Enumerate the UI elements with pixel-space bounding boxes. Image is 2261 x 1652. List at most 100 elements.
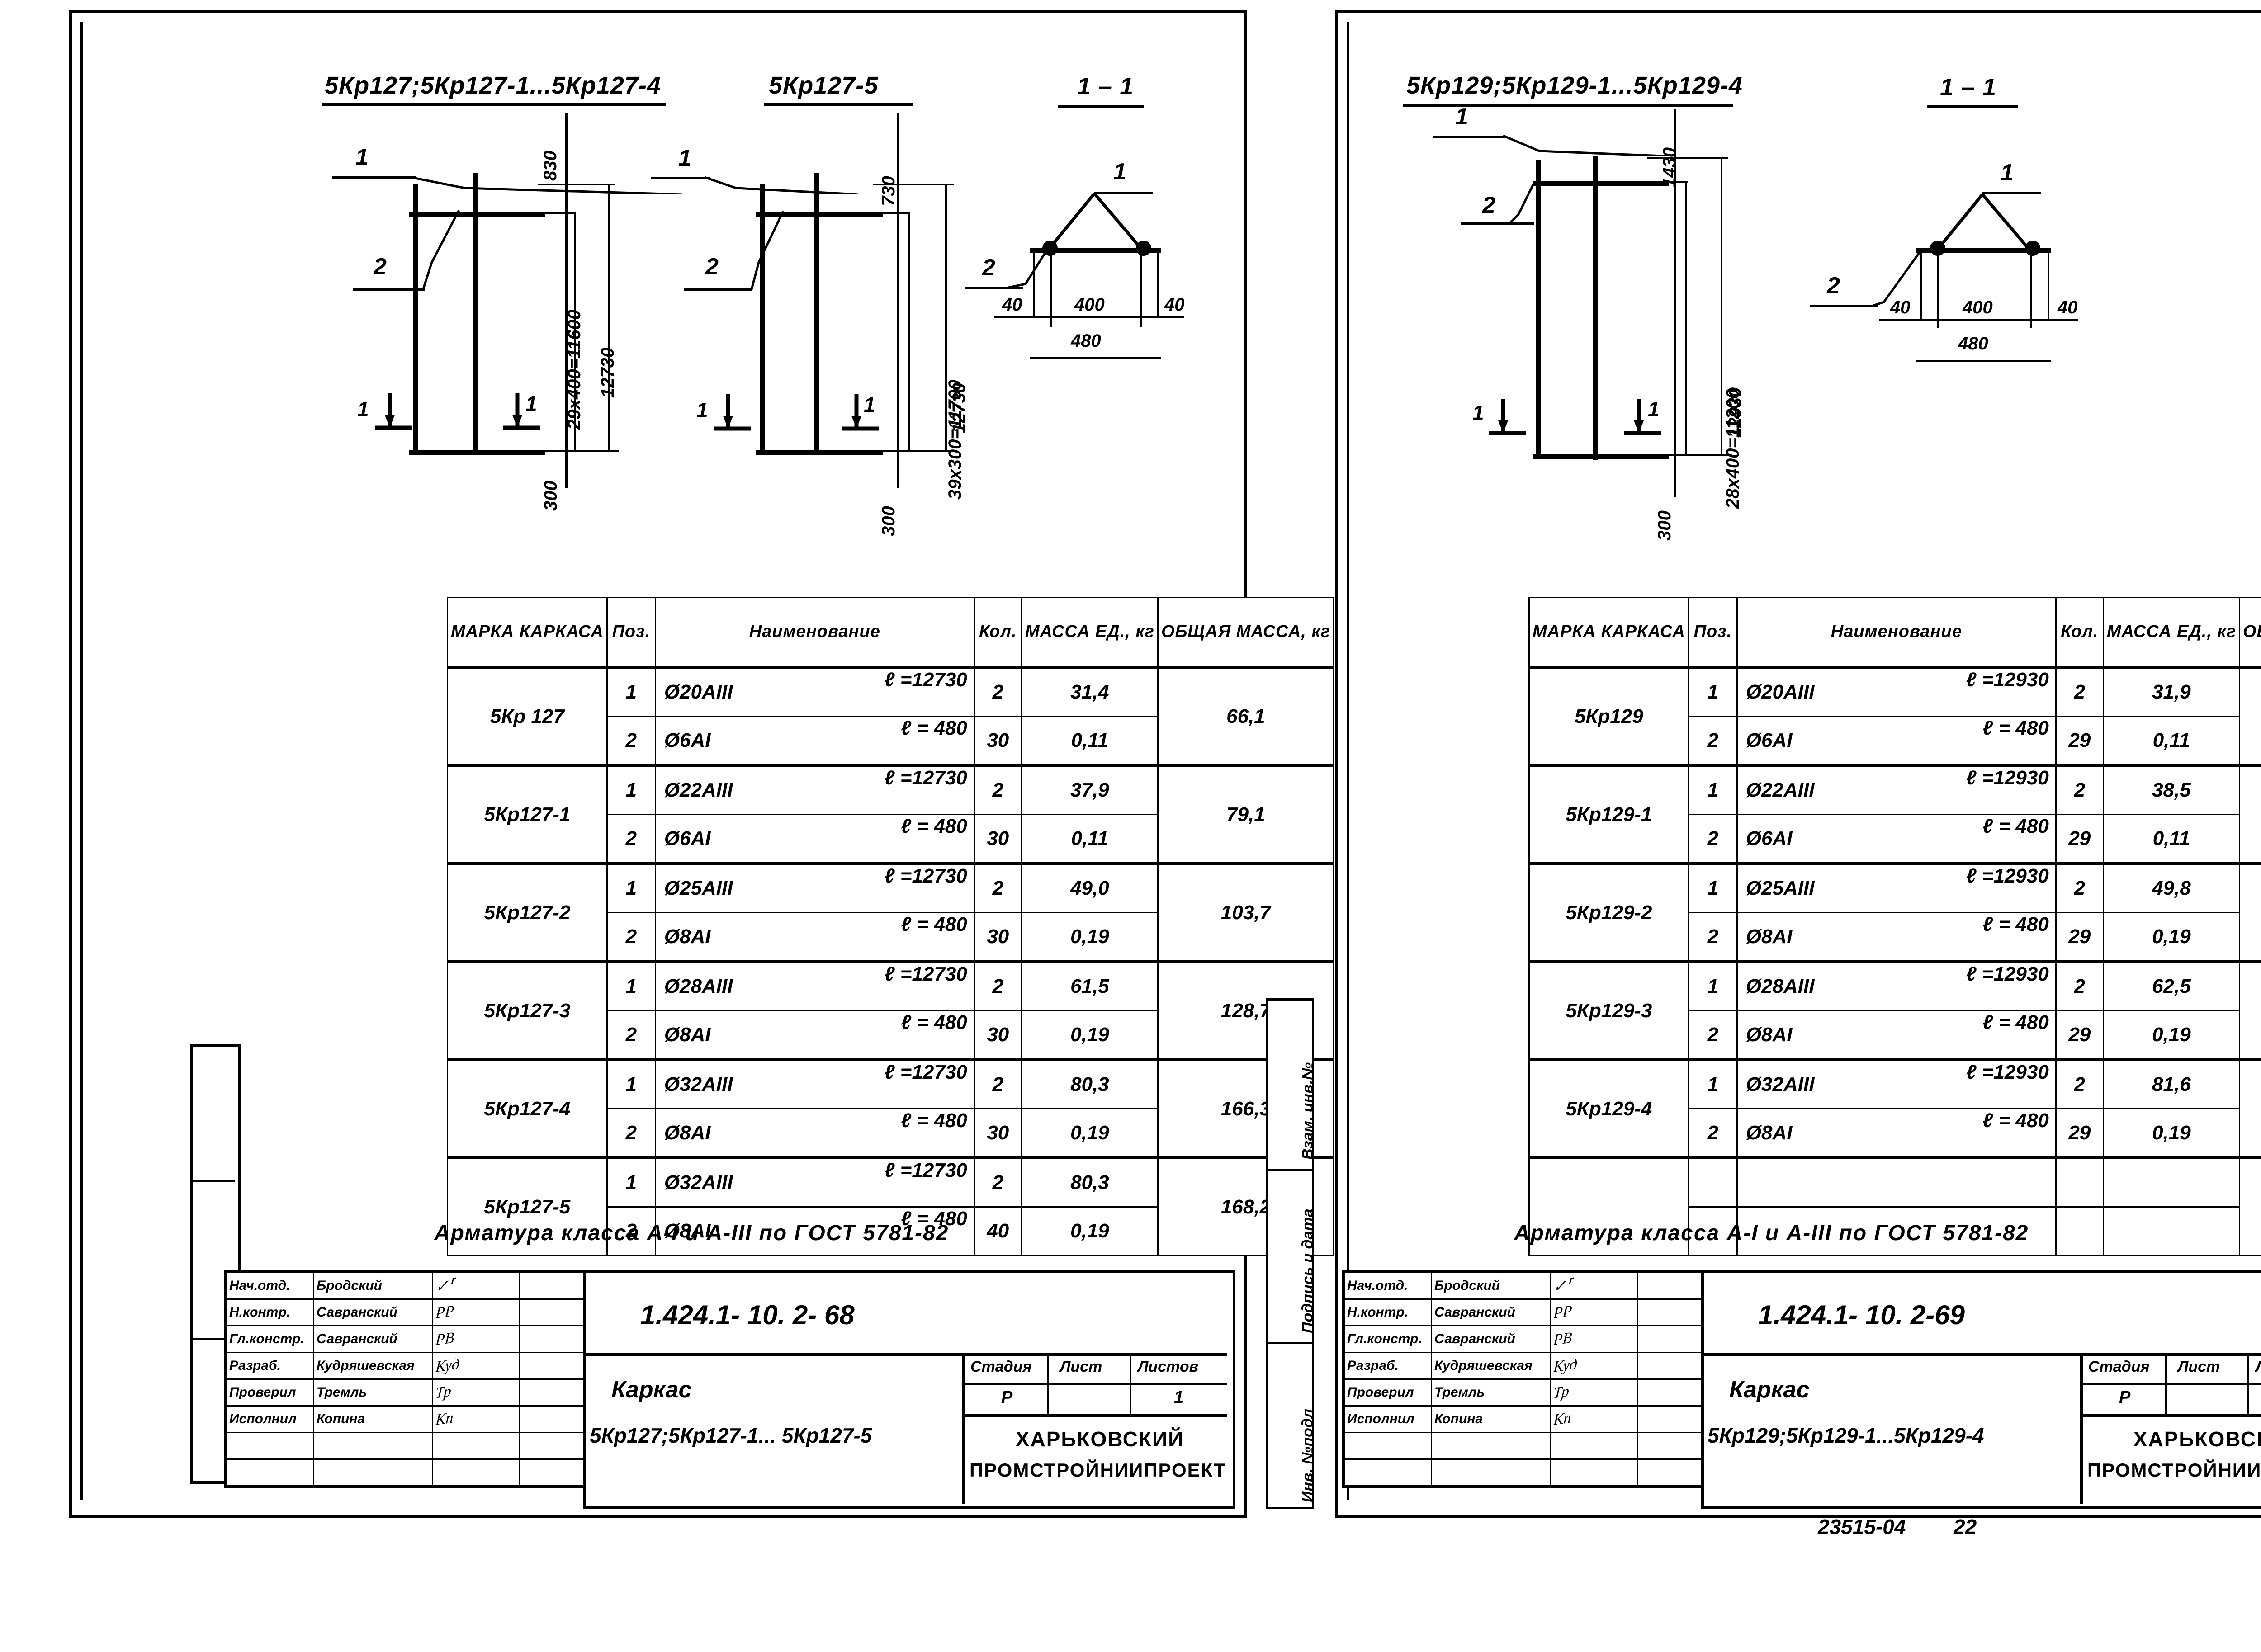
left-rebar-class-note: Арматура класса А-I и А-III по ГОСТ 5781… — [434, 1221, 949, 1245]
right-spec-mark: 5Кр129 — [1528, 666, 1689, 766]
view-title-left-1: 5Кр127;5Кр127-1...5Кр127-4 — [325, 72, 661, 99]
right-spec-mass: 31,9 — [2102, 666, 2240, 717]
left-spec-name-text: Ø25АIII — [664, 877, 733, 899]
section-right-side-l — [1920, 249, 1922, 319]
right-stage-hdr-list: Лист — [2178, 1358, 2220, 1375]
section-view-title-right: 1 – 1 — [1940, 74, 1997, 101]
left-title-marks: 5Кр127;5Кр127-1... 5Кр127-5 — [590, 1424, 872, 1447]
rebar-left2-bar-a — [760, 184, 765, 455]
left-spec-length: ℓ = 480 — [901, 1011, 967, 1034]
left-org-sep — [965, 1414, 1227, 1417]
right-spec-total: 105,1 — [2238, 862, 2261, 963]
right-spec-total: 67,0 — [2238, 666, 2261, 766]
dim-line-left2-spacing — [908, 212, 910, 451]
leader-right-pos1-diag — [1503, 134, 1675, 159]
left-spec-name: Ø25АIII ℓ =12730 — [654, 862, 975, 913]
right-tb-name: Копина — [1431, 1405, 1551, 1433]
left-tb-signature: ✓⸢ — [432, 1271, 520, 1300]
right-tb-signature: Куд — [1550, 1352, 1638, 1380]
leader-section-left-pos1-h — [1094, 192, 1153, 194]
leader-left1-pos1-diag — [410, 176, 682, 196]
right-tb-empty-cell — [1431, 1432, 1551, 1460]
right-spec-name-text: Ø20АIII — [1745, 681, 1815, 703]
right-tb-role: Гл.констр. — [1343, 1325, 1432, 1353]
left-title-block: Нач.отд. Бродский ✓⸢ Н.контр. Савранский РР Гл… — [224, 1270, 600, 1488]
dim-section-right-400: 400 — [1963, 297, 1993, 317]
dim-left1-spacing: 29x400=11600 — [564, 309, 584, 430]
dim-right-total: 12930 — [1725, 387, 1745, 438]
left-spec-name-text: Ø32АIII — [664, 1171, 733, 1194]
left-tb-name: Савранский — [313, 1298, 433, 1326]
left-margin-stamp-box — [190, 1044, 241, 1484]
left-tb-empty-cell — [313, 1458, 433, 1487]
left-tb-signature: Куд — [432, 1352, 520, 1380]
left-margin-stamp-div2 — [190, 1338, 235, 1340]
right-spec-mass: 0,19 — [2102, 1010, 2240, 1061]
left-spec-mass: 0,19 — [1021, 1206, 1159, 1256]
pos-label-section-left-2: 2 — [982, 255, 995, 281]
right-spec-qty: 2 — [2055, 960, 2104, 1011]
rebar-left2-bar-b — [814, 173, 819, 455]
left-spec-name-text: Ø6АI — [664, 827, 711, 850]
left-spec-name-text: Ø32АIII — [664, 1073, 733, 1095]
dim-section-left-400: 400 — [1074, 295, 1105, 315]
leader-left2-pos1-diag — [704, 176, 859, 197]
title-block-empty-row — [1343, 1458, 1717, 1487]
left-spec-name-text: Ø22АIII — [664, 779, 733, 801]
table-row: 5Кр127-4 1 Ø32АIII ℓ =12730 2 80,3 166,3 — [447, 1058, 1334, 1159]
left-spec-qty: 2 — [973, 1156, 1022, 1208]
leader-section-left-pos2-h — [965, 287, 1023, 289]
left-stage-vline-2 — [1130, 1355, 1131, 1414]
left-spec-mass: 0,11 — [1021, 814, 1159, 864]
left-spec-name: Ø32АIII ℓ =12730 — [654, 1058, 975, 1109]
right-spec-mark — [1528, 1156, 1689, 1256]
left-spec-mass: 80,3 — [1021, 1156, 1159, 1208]
section-right-bar-r — [2030, 248, 2032, 328]
left-spec-pos: 1 — [606, 666, 656, 717]
right-tb-signature: РВ — [1550, 1325, 1638, 1353]
right-doc-code: 1.424.1- 10. 2-69 — [1758, 1300, 1965, 1330]
left-spec-name: Ø6АI ℓ = 480 — [654, 716, 975, 766]
right-spec-pos: 2 — [1688, 716, 1738, 766]
right-stage-hdr-stadia: Стадия — [2088, 1358, 2150, 1375]
pos-label-left1-1: 1 — [355, 144, 369, 170]
left-tb-signature: РВ — [432, 1325, 520, 1353]
right-spec-name: Ø32АIII ℓ =12930 — [1736, 1058, 2057, 1109]
left-spec-name-text: Ø8АI — [664, 1220, 711, 1242]
section-left-node-r — [1136, 241, 1151, 256]
dim-section-left-40r: 40 — [1164, 295, 1185, 315]
left-spec-length: ℓ =12730 — [884, 1159, 967, 1181]
right-spec-qty: 29 — [2055, 1108, 2104, 1159]
right-spec-mark: 5Кр129-4 — [1528, 1058, 1689, 1159]
section-label-left1-b: 1 — [525, 392, 537, 415]
right-title-karkas: Каркас — [1729, 1377, 1810, 1403]
left-spec-qty: 30 — [973, 716, 1022, 766]
section-left-top-bar — [1030, 248, 1161, 253]
right-spec-mass: 0,11 — [2102, 716, 2240, 766]
leader-section-right-pos2-h — [1810, 305, 1878, 307]
left-spec-length: ℓ =12730 — [884, 767, 967, 789]
table-row: 5Кр127-2 1 Ø25АIII ℓ =12730 2 49,0 103,7 — [447, 862, 1334, 963]
table-row: 2 Ø6АI ℓ = 480 29 0,11 — [1529, 716, 2261, 766]
section-right-top-bar — [1916, 248, 2051, 253]
section-mark-left1-a — [362, 389, 421, 441]
rebar-left1-bar-a — [413, 184, 418, 455]
left-spec-total: 103,7 — [1157, 862, 1334, 963]
left-spec-qty: 2 — [973, 960, 1022, 1011]
left-margin-stamp-div1 — [190, 1180, 235, 1182]
title-block-row: Исполнил Копина Кп — [1343, 1405, 1717, 1433]
view-title-right-1-underline — [1403, 104, 1733, 107]
right-spec-length: ℓ = 480 — [1982, 815, 2049, 837]
section-mark-right-a — [1475, 394, 1534, 446]
left-tb-role: Н.контр. — [225, 1298, 314, 1326]
right-stage-grid: Стадия Лист Листов Р 1 — [2083, 1355, 2261, 1414]
left-tb-role: Гл.констр. — [225, 1325, 314, 1353]
right-tb-vdiv — [2080, 1353, 2083, 1504]
right-spec-total — [2238, 1156, 2261, 1256]
title-block-row: Н.контр. Савранский РР — [1343, 1298, 1717, 1326]
bottom-ref-code: 23515-04 — [1818, 1515, 1906, 1539]
right-spec-th-qty: Кол. — [2055, 597, 2104, 668]
right-spec-th-pos: Поз. — [1688, 597, 1738, 668]
dim-axis-left2 — [897, 113, 899, 488]
right-tb-role: Разраб. — [1343, 1352, 1432, 1380]
